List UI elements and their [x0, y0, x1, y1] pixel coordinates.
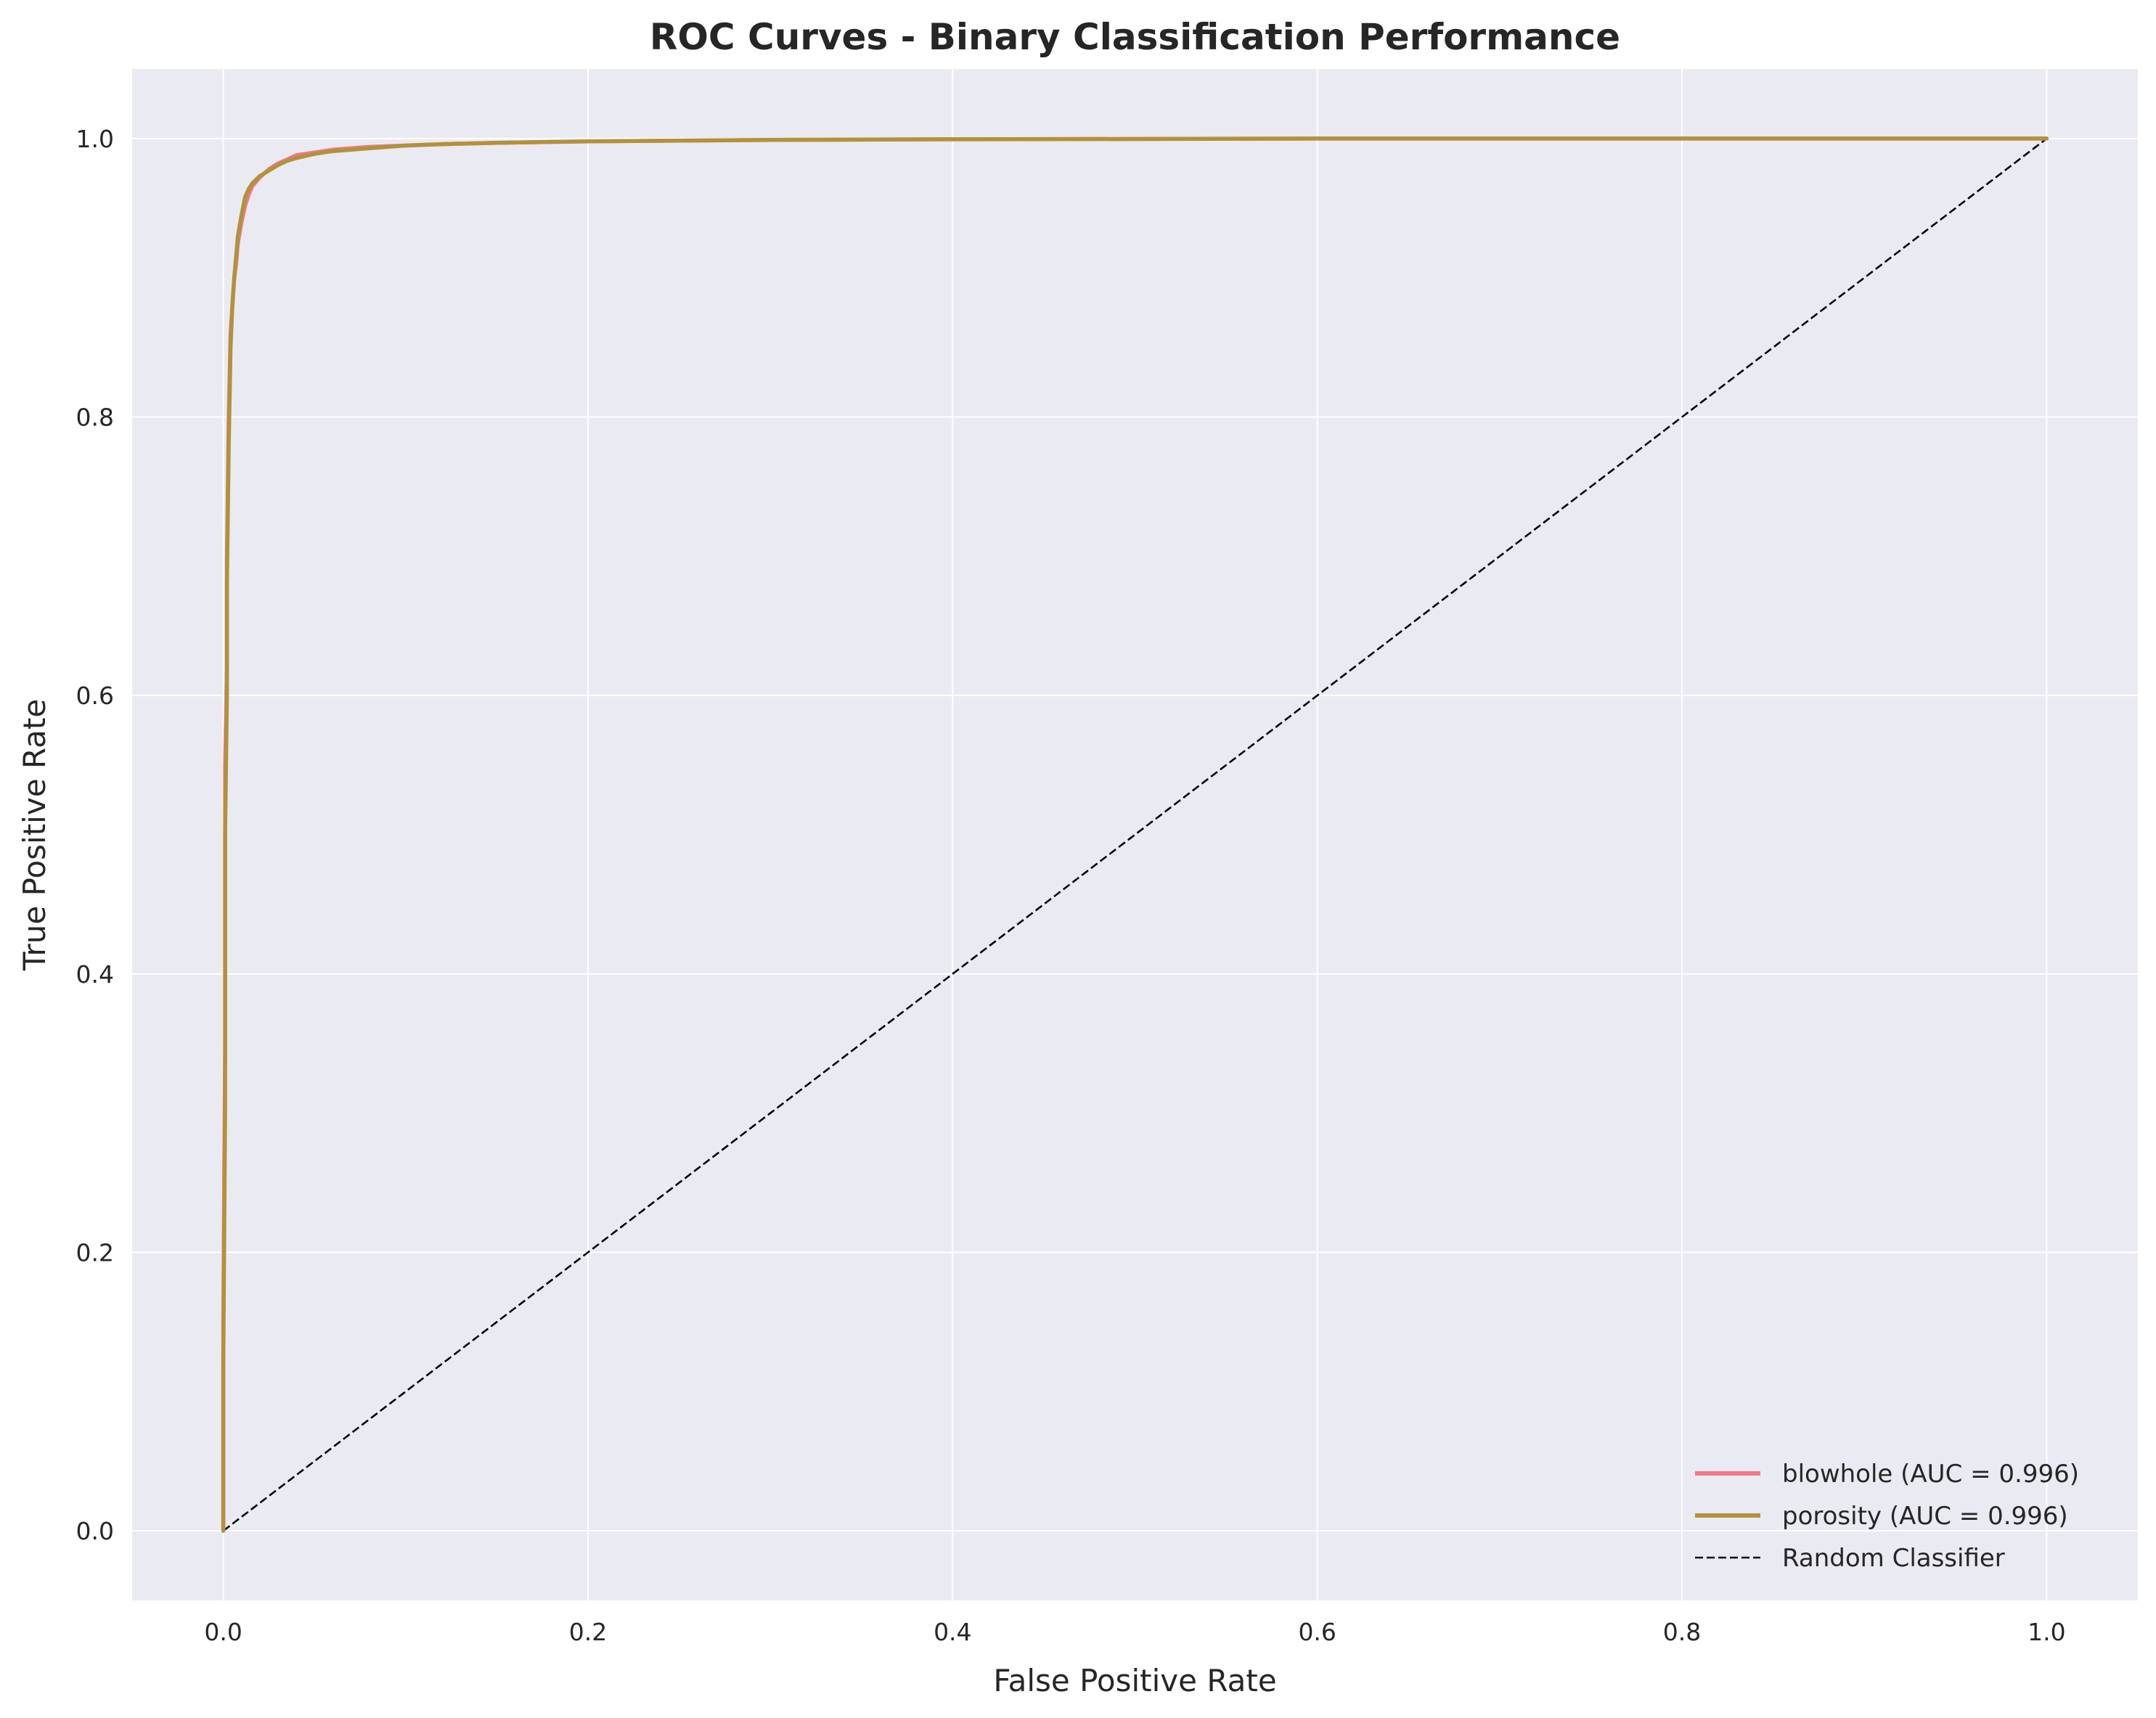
- y-tick-label: 0.4: [76, 960, 114, 989]
- legend-label-0: blowhole (AUC = 0.996): [1782, 1460, 2079, 1489]
- x-tick-label: 0.4: [934, 1618, 971, 1646]
- x-tick-label: 1.0: [2028, 1618, 2065, 1646]
- x-axis-label: False Positive Rate: [993, 1663, 1276, 1698]
- tick-labels: 0.0 0.2 0.4 0.6 0.8 1.0 0.0 0.2 0.4 0.6 0.8 1.0: [76, 125, 2066, 1646]
- legend: blowhole (AUC = 0.996) porosity (AUC = 0.…: [1695, 1460, 2079, 1573]
- y-tick-label: 0.6: [76, 682, 114, 710]
- grid-layer: [132, 69, 2138, 1600]
- y-axis-label: True Positive Rate: [17, 699, 52, 971]
- legend-label-2: Random Classifier: [1782, 1544, 2005, 1573]
- series-layer: [221, 136, 2049, 1533]
- x-tick-label: 0.2: [569, 1618, 607, 1646]
- x-tick-label: 0.8: [1663, 1618, 1701, 1646]
- legend-label-1: porosity (AUC = 0.996): [1782, 1502, 2068, 1531]
- x-tick-label: 0.6: [1298, 1618, 1336, 1646]
- y-tick-label: 0.0: [76, 1517, 114, 1545]
- y-tick-label: 0.8: [76, 404, 114, 432]
- series-line-1: [221, 136, 2049, 1533]
- plot-area: [132, 69, 2138, 1600]
- chart-title: ROC Curves - Binary Classification Perfo…: [650, 16, 1620, 58]
- series-line-2: [222, 137, 2048, 1532]
- y-tick-label: 1.0: [76, 125, 114, 153]
- y-tick-label: 0.2: [76, 1238, 114, 1267]
- x-tick-label: 0.0: [204, 1618, 242, 1646]
